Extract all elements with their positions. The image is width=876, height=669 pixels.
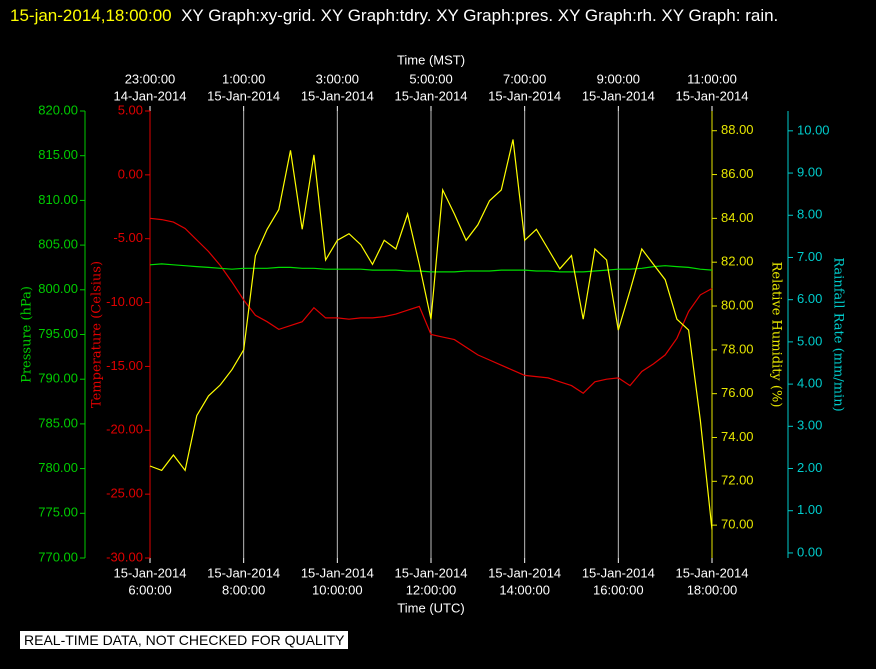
x-tick-label: 14:00:00 [499, 582, 550, 597]
y-tick-label: -25.00 [106, 486, 143, 501]
x2-tick-label: 14-Jan-2014 [114, 88, 187, 103]
y-tick-label: -5.00 [113, 230, 143, 245]
y-tick-label: 78.00 [721, 341, 754, 356]
series-line [149, 263, 713, 273]
x2-tick-label: 1:00:00 [222, 71, 265, 86]
x2-tick-label: 3:00:00 [316, 71, 359, 86]
series-line [149, 139, 713, 530]
y-tick-label: 3.00 [797, 418, 822, 433]
x-tick-label: 15-Jan-2014 [488, 565, 561, 580]
x2-tick-label: 15-Jan-2014 [582, 88, 655, 103]
y-tick-label: 4.00 [797, 376, 822, 391]
series-line [149, 217, 713, 394]
y-tick-label: 6.00 [797, 291, 822, 306]
y-tick-label: -10.00 [106, 294, 143, 309]
y-axis-title: Temperature (Celsius) [90, 261, 105, 408]
y-axis-title: Relative Humidity (%) [769, 262, 784, 408]
y-tick-label: 2.00 [797, 460, 822, 475]
x2-tick-label: 15-Jan-2014 [676, 88, 749, 103]
x-tick-label: 15-Jan-2014 [676, 565, 749, 580]
y-tick-label: 770.00 [38, 549, 78, 564]
y-tick-label: -20.00 [106, 422, 143, 437]
y-tick-label: 775.00 [38, 505, 78, 520]
y-tick-label: 0.00 [797, 544, 822, 559]
y-tick-label: 820.00 [38, 102, 78, 117]
y-tick-label: 5.00 [797, 333, 822, 348]
y-tick-label: 815.00 [38, 147, 78, 162]
footer: REAL-TIME DATA, NOT CHECKED FOR QUALITY [20, 631, 349, 649]
x2-tick-label: 11:00:00 [687, 71, 737, 86]
x-tick-label: 15-Jan-2014 [301, 565, 374, 580]
y-tick-label: 7.00 [797, 249, 822, 264]
y-tick-label: 86.00 [721, 166, 754, 181]
y-axis-title: Pressure (hPa) [20, 286, 35, 383]
y-tick-label: 88.00 [721, 122, 754, 137]
x2-tick-label: 15-Jan-2014 [488, 88, 561, 103]
x-tick-label: 10:00:00 [312, 582, 363, 597]
y-tick-label: 0.00 [118, 166, 143, 181]
x-tick-label: 15-Jan-2014 [114, 565, 187, 580]
x2-tick-label: 9:00:00 [597, 71, 640, 86]
x-tick-label: 6:00:00 [128, 582, 171, 597]
title: 15-jan-2014,18:00:00 XY Graph:xy-grid. X… [10, 2, 850, 30]
y-tick-label: 80.00 [721, 297, 754, 312]
y-tick-label: 810.00 [38, 192, 78, 207]
y-tick-label: 9.00 [797, 164, 822, 179]
y-tick-label: 10.00 [797, 122, 830, 137]
y-tick-label: 82.00 [721, 254, 754, 269]
y-tick-label: 74.00 [721, 429, 754, 444]
x2-tick-label: 23:00:00 [125, 71, 176, 86]
y-tick-label: 1.00 [797, 502, 822, 517]
y-axis-title: Rainfall Rate (mm/min) [831, 257, 846, 411]
y-tick-label: 795.00 [38, 326, 78, 341]
y-tick-label: -15.00 [106, 358, 143, 373]
y-tick-label: 800.00 [38, 281, 78, 296]
x-tick-label: 15-Jan-2014 [207, 565, 280, 580]
y-tick-label: -30.00 [106, 549, 143, 564]
y-tick-label: 8.00 [797, 207, 822, 222]
y-tick-label: 790.00 [38, 371, 78, 386]
x-tick-label: 18:00:00 [687, 582, 738, 597]
y-tick-label: 84.00 [721, 210, 754, 225]
x2-tick-label: 15-Jan-2014 [207, 88, 280, 103]
x-tick-label: 16:00:00 [593, 582, 644, 597]
y-tick-label: 72.00 [721, 473, 754, 488]
y-tick-label: 780.00 [38, 460, 78, 475]
x2-tick-label: 5:00:00 [409, 71, 452, 86]
x2-axis-title: Time (MST) [397, 52, 465, 67]
x-tick-label: 15-Jan-2014 [395, 565, 468, 580]
y-tick-label: 785.00 [38, 415, 78, 430]
title-text: XY Graph:xy-grid. XY Graph:tdry. XY Grap… [181, 6, 779, 25]
x-tick-label: 15-Jan-2014 [582, 565, 655, 580]
x-tick-label: 12:00:00 [406, 582, 457, 597]
y-tick-label: 70.00 [721, 517, 754, 532]
y-tick-label: 5.00 [118, 102, 143, 117]
y-tick-label: 805.00 [38, 237, 78, 252]
x2-tick-label: 7:00:00 [503, 71, 546, 86]
x2-tick-label: 15-Jan-2014 [395, 88, 468, 103]
title-time: 15-jan-2014,18:00:00 [10, 6, 172, 25]
x-axis-title: Time (UTC) [397, 600, 464, 615]
x-tick-label: 8:00:00 [222, 582, 265, 597]
x2-tick-label: 15-Jan-2014 [301, 88, 374, 103]
y-tick-label: 76.00 [721, 385, 754, 400]
